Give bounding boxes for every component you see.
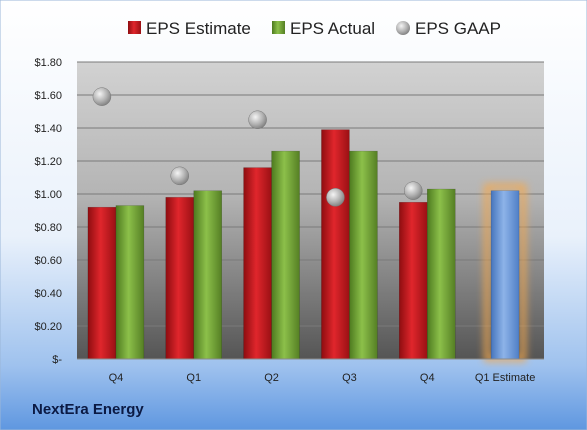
- y-tick-label: $1.00: [34, 189, 62, 201]
- gaap-point: [248, 110, 267, 129]
- legend-swatch-gaap: [396, 21, 410, 35]
- y-tick-label: $1.40: [34, 123, 62, 135]
- legend-label-gaap: EPS GAAP: [415, 19, 501, 38]
- y-tick-label: $0.60: [34, 255, 62, 267]
- legend-item-gaap: EPS GAAP: [396, 19, 501, 38]
- legend-swatch-estimate: [128, 21, 141, 34]
- estimate-bar: [243, 167, 272, 360]
- gaap-point: [170, 166, 189, 186]
- x-tick-label: Q4: [420, 372, 435, 384]
- estimate-bar: [165, 197, 194, 360]
- actual-bar: [193, 190, 222, 360]
- legend-swatch-actual: [272, 21, 285, 34]
- gaap-markers: [92, 87, 423, 207]
- legend: EPS Estimate EPS Actual EPS GAAP: [128, 19, 501, 38]
- legend-label-actual: EPS Actual: [290, 19, 375, 38]
- forecast-bar: [490, 190, 520, 360]
- estimate-bar: [87, 206, 117, 360]
- actual-bar: [427, 188, 456, 360]
- y-tick-label: $0.80: [34, 222, 62, 234]
- actual-bar: [271, 150, 300, 360]
- estimate-bar: [399, 202, 428, 360]
- y-tick-label: $1.80: [34, 57, 62, 69]
- y-tick-label: $0.20: [34, 321, 62, 333]
- x-axis-ticks: Q4 Q1 Q2 Q3 Q4 Q1 Estimate: [109, 372, 536, 384]
- y-axis-ticks: $- $0.20 $0.40 $0.60 $0.80 $1.00 $1.20 $1.40 $1.…: [34, 57, 62, 366]
- bars: [87, 129, 527, 362]
- x-tick-label: Q1: [186, 372, 201, 384]
- gaap-point: [92, 87, 112, 106]
- y-tick-label: $-: [52, 354, 62, 366]
- x-tick-label: Q4: [109, 372, 124, 384]
- estimate-bar: [321, 129, 350, 360]
- legend-item-actual: EPS Actual: [272, 19, 375, 38]
- y-tick-label: $1.20: [34, 156, 62, 168]
- gridlines: [77, 61, 544, 327]
- x-tick-label: Q3: [342, 372, 357, 384]
- gaap-point: [404, 181, 423, 200]
- plot-area: [77, 62, 544, 359]
- legend-item-estimate: EPS Estimate: [128, 19, 251, 38]
- company-label: NextEra Energy: [32, 401, 144, 418]
- y-tick-label: $1.60: [34, 90, 62, 102]
- x-tick-label: Q1 Estimate: [475, 372, 536, 384]
- legend-label-estimate: EPS Estimate: [146, 19, 251, 38]
- actual-bar: [115, 205, 145, 360]
- x-tick-label: Q2: [264, 372, 279, 384]
- gaap-point: [326, 188, 345, 207]
- y-tick-label: $0.40: [34, 288, 62, 300]
- actual-bar: [349, 150, 378, 360]
